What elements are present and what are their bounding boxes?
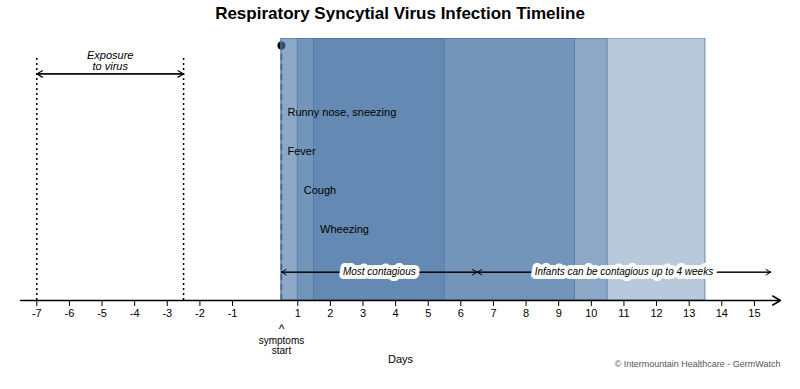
svg-text:-7: -7 xyxy=(32,307,42,319)
svg-text:Most contagious: Most contagious xyxy=(343,266,416,277)
svg-text:10: 10 xyxy=(585,307,597,319)
svg-text:-4: -4 xyxy=(130,307,140,319)
svg-text:Fever: Fever xyxy=(287,145,315,157)
svg-text:9: 9 xyxy=(556,307,562,319)
svg-text:3: 3 xyxy=(360,307,366,319)
svg-text:15: 15 xyxy=(748,307,760,319)
html-text:Respiratory Syncytial Virus In: Respiratory Syncytial Virus Infection Ti… xyxy=(215,4,585,23)
svg-text:Infants can be contagious up t: Infants can be contagious up to 4 weeks xyxy=(535,266,713,277)
svg-text:2: 2 xyxy=(327,307,333,319)
svg-text:11: 11 xyxy=(618,307,629,319)
svg-text:7: 7 xyxy=(490,307,496,319)
svg-text:13: 13 xyxy=(683,307,695,319)
svg-text:-6: -6 xyxy=(65,307,75,319)
svg-text:4: 4 xyxy=(393,307,399,319)
svg-text:Days: Days xyxy=(388,353,414,365)
svg-text:-3: -3 xyxy=(162,307,172,319)
svg-text:5: 5 xyxy=(425,307,431,319)
svg-text:-1: -1 xyxy=(228,307,238,319)
svg-text:Wheezing: Wheezing xyxy=(320,223,369,235)
svg-text:-5: -5 xyxy=(97,307,107,319)
svg-text:Exposureto virus: Exposureto virus xyxy=(87,49,133,72)
svg-text:-2: -2 xyxy=(195,307,205,319)
svg-text:8: 8 xyxy=(523,307,529,319)
svg-text:12: 12 xyxy=(650,307,662,319)
svg-text:symptomsstart: symptomsstart xyxy=(259,335,305,356)
svg-text:Runny nose, sneezing: Runny nose, sneezing xyxy=(287,106,396,118)
svg-text:6: 6 xyxy=(458,307,464,319)
svg-text:© Intermountain Healthcare - G: © Intermountain Healthcare - GermWatch xyxy=(615,359,781,369)
svg-text:Cough: Cough xyxy=(304,184,336,196)
svg-text:1: 1 xyxy=(295,307,301,319)
svg-text:14: 14 xyxy=(716,307,728,319)
